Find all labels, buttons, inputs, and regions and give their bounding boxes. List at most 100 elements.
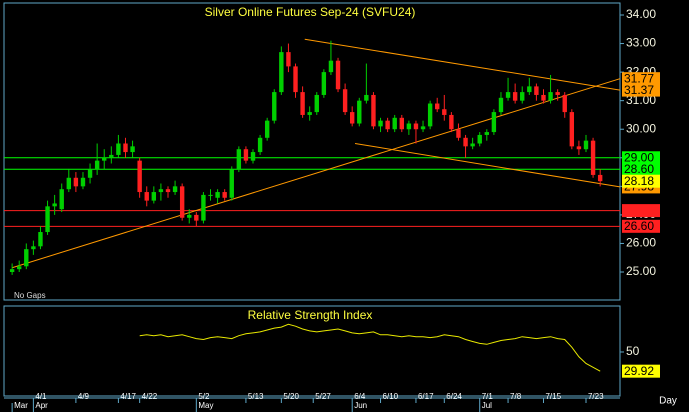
candle-body	[456, 129, 461, 138]
candle-body	[151, 192, 157, 201]
candle-body	[463, 137, 468, 147]
y-tick-label: 25.00	[626, 264, 656, 278]
candle-body	[328, 60, 334, 73]
candle-body	[9, 269, 15, 273]
candle-body	[59, 189, 64, 210]
candle-body	[94, 160, 100, 170]
candle-body	[45, 206, 50, 233]
candle-body	[52, 203, 57, 207]
main-frame	[3, 2, 621, 301]
y-tick-label: 50	[626, 344, 640, 358]
month-label: Jun	[354, 401, 367, 410]
candle-body	[406, 123, 412, 130]
candle-body	[498, 97, 504, 113]
candle-body	[420, 126, 426, 130]
candle-body	[562, 94, 567, 113]
candle-body	[201, 194, 206, 221]
rsi-value-label-box	[622, 364, 660, 378]
x-tick-label: 4/9	[78, 392, 90, 401]
level-label-box	[622, 151, 660, 165]
candle-body	[194, 214, 199, 221]
candle-body	[215, 192, 220, 198]
candle-body	[165, 189, 171, 193]
candle-body	[179, 186, 185, 218]
chart-title: Silver Online Futures Sep-24 (SVFU24)	[205, 5, 416, 19]
candle-body	[435, 103, 440, 110]
rsi-frame	[3, 305, 621, 397]
candle-body	[583, 140, 589, 150]
trendline-label: 31.37	[624, 83, 654, 97]
candle-body	[286, 52, 291, 67]
candle-body	[307, 112, 312, 115]
level-label: 26.60	[624, 219, 654, 233]
month-label: Jul	[482, 401, 492, 410]
level-label-box	[622, 162, 660, 176]
trendline-label: 31.77	[624, 71, 654, 85]
level-label-box	[622, 204, 660, 218]
candle-body	[378, 120, 383, 127]
x-tick-label: 7/15	[545, 392, 561, 401]
candle-body	[534, 86, 539, 95]
candle-body	[385, 120, 390, 130]
candle-body	[137, 160, 142, 193]
candle-body	[512, 92, 518, 101]
candle-body	[449, 114, 454, 130]
candle-body	[576, 146, 582, 150]
candle-body	[597, 174, 603, 182]
month-label: Apr	[35, 401, 48, 410]
candle-body	[31, 246, 36, 250]
trendline	[304, 38, 621, 91]
candle-body	[172, 186, 178, 193]
candle-body	[38, 232, 43, 247]
candle-body	[357, 100, 362, 124]
candle-body	[123, 143, 128, 153]
candle-body	[130, 146, 135, 153]
y-tick-label: 26.00	[626, 236, 656, 250]
candle-body	[321, 72, 327, 95]
month-label: Mar	[14, 401, 28, 410]
candle-body	[491, 112, 497, 133]
candle-body	[66, 177, 71, 190]
candle-body	[102, 157, 107, 161]
y-tick-label: 30.00	[626, 121, 656, 135]
candle-body	[470, 143, 475, 147]
candle-body	[87, 169, 93, 178]
candle-body	[314, 94, 319, 113]
candle-body	[264, 120, 270, 138]
candle-body	[109, 154, 114, 158]
x-tick-label: 4/22	[142, 392, 158, 401]
candle-body	[392, 117, 397, 130]
x-tick-label: 4/1	[35, 392, 47, 401]
candle-body	[116, 143, 121, 155]
candle-body	[364, 94, 369, 101]
last-price-label-box	[622, 174, 660, 188]
candle-body	[335, 60, 341, 90]
candle-body	[520, 92, 525, 101]
trendline	[11, 78, 621, 269]
candle-body	[477, 134, 482, 144]
level-label-box	[622, 219, 660, 233]
candle-body	[555, 92, 560, 95]
x-tick-label: 7/8	[510, 392, 522, 401]
x-tick-label: 4/17	[120, 392, 136, 401]
candle-body	[371, 94, 376, 127]
level-label: 28.60	[624, 162, 654, 176]
candle-body	[250, 152, 256, 161]
candle-body	[236, 149, 242, 170]
candle-body	[257, 137, 263, 153]
candle-body	[541, 94, 546, 101]
x-tick-label: 5/20	[283, 392, 299, 401]
candle-body	[548, 92, 553, 101]
candle-body	[208, 194, 213, 196]
candle-body	[293, 66, 298, 93]
x-tick-label: 6/24	[446, 392, 462, 401]
trendline	[354, 143, 621, 188]
x-tick-label: 5/13	[248, 392, 264, 401]
month-label: May	[198, 401, 213, 410]
candle-body	[144, 192, 149, 201]
candle-body	[187, 214, 192, 218]
candle-body	[17, 266, 22, 270]
